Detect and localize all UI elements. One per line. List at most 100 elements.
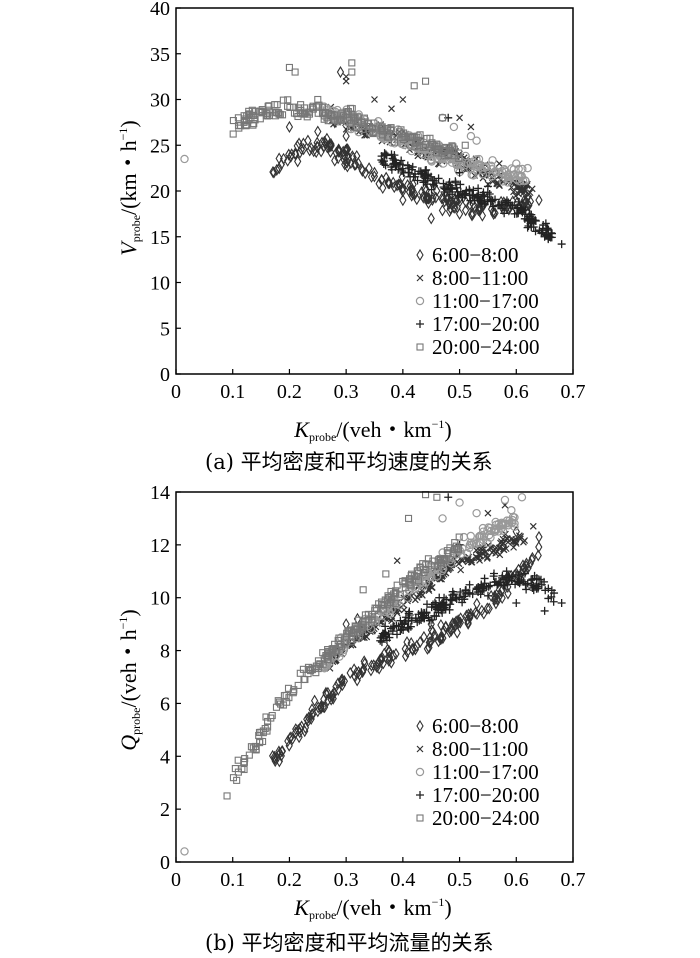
data-point-s3 (456, 587, 465, 596)
data-point-s3 (531, 227, 540, 236)
data-point-s3 (480, 200, 489, 209)
data-point-s4 (280, 692, 288, 700)
data-point-s4 (286, 103, 294, 112)
legend-a: 6:00−8:008:00−11:0011:00−17:0017:00−20:0… (415, 243, 540, 359)
data-point-s3 (465, 589, 474, 598)
data-point-s3 (514, 571, 523, 580)
data-point-s3 (381, 161, 390, 170)
data-point-s3 (397, 156, 406, 165)
data-point-s0 (350, 663, 358, 676)
data-point-s3 (520, 569, 529, 578)
data-point-s3 (398, 164, 407, 173)
data-point-s4 (229, 130, 237, 138)
data-point-s0 (351, 158, 359, 171)
data-point-s3 (478, 586, 487, 595)
data-point-s0 (304, 714, 313, 727)
data-point-s2 (491, 524, 501, 534)
data-point-s0 (324, 694, 332, 707)
data-point-s4 (304, 665, 312, 674)
data-point-s3 (466, 196, 475, 205)
data-point-s3 (400, 620, 409, 629)
data-point-s3 (451, 177, 460, 186)
data-point-s0 (365, 162, 373, 175)
data-point-s0 (340, 150, 348, 163)
data-point-s4 (404, 514, 413, 522)
data-point-s0 (445, 197, 454, 210)
y-tick-label: 12 (150, 535, 170, 557)
data-point-s0 (438, 204, 447, 217)
data-point-s1 (371, 96, 378, 103)
data-point-s0 (354, 156, 362, 170)
data-point-s4 (241, 755, 249, 763)
data-point-s3 (512, 599, 521, 607)
data-point-s3 (379, 634, 388, 643)
data-point-s3 (422, 608, 431, 617)
data-point-s4 (449, 143, 457, 151)
data-point-s0 (383, 643, 392, 656)
data-point-s3 (404, 168, 413, 177)
data-point-s1 (456, 114, 463, 122)
data-point-s2 (504, 172, 513, 182)
data-point-s1 (512, 538, 520, 546)
data-point-s3 (440, 603, 449, 612)
data-point-s3 (472, 192, 481, 201)
data-point-s0 (307, 142, 315, 155)
data-point-s3 (392, 159, 401, 168)
data-point-s3 (547, 592, 556, 601)
y-tick-label: 25 (150, 135, 170, 157)
y-tick-label: 10 (150, 273, 170, 295)
data-point-s1 (464, 558, 472, 566)
data-point-s4 (359, 586, 367, 594)
data-point-s0 (348, 150, 357, 163)
data-point-s1 (484, 553, 491, 561)
data-point-s3 (540, 606, 549, 615)
data-point-s0 (534, 549, 542, 562)
data-point-s0 (416, 636, 424, 649)
data-point-s4 (354, 117, 362, 125)
data-point-s0 (314, 125, 322, 138)
data-point-s4 (324, 655, 332, 664)
data-point-s3 (485, 190, 494, 198)
data-point-s3 (483, 182, 492, 191)
data-point-s4 (242, 117, 251, 125)
y-tick-label: 0 (160, 852, 170, 874)
data-point-s4 (327, 112, 335, 120)
x-axis-label-b: Kprobe/(veh・km−1) (293, 895, 451, 922)
data-point-s4 (391, 599, 399, 607)
data-point-s0 (401, 650, 410, 663)
data-point-s2 (478, 170, 487, 179)
data-point-s4 (411, 143, 419, 151)
data-point-s3 (429, 180, 438, 189)
data-point-s0 (498, 591, 506, 605)
data-point-s1 (464, 556, 472, 563)
data-point-s3 (446, 181, 455, 190)
data-point-s4 (336, 641, 344, 649)
data-point-s3 (404, 609, 413, 618)
data-point-s4 (421, 77, 430, 85)
data-point-s0 (293, 139, 301, 152)
data-point-s3 (535, 575, 544, 584)
data-point-s3 (377, 638, 386, 647)
data-point-s0 (489, 205, 497, 218)
data-point-s2 (449, 122, 459, 132)
y-tick-label: 6 (160, 693, 170, 715)
legend-marker (416, 745, 424, 753)
data-point-s1 (497, 539, 504, 547)
scatter-points-b (180, 491, 566, 856)
data-point-s0 (483, 602, 491, 615)
data-point-s3 (487, 195, 496, 204)
data-point-s1 (484, 509, 492, 517)
data-point-s2 (474, 154, 484, 164)
data-point-s4 (229, 774, 238, 782)
data-point-s4 (268, 711, 276, 720)
data-point-s3 (523, 223, 532, 232)
data-point-s0 (411, 188, 419, 201)
data-point-s0 (478, 604, 486, 617)
data-point-s4 (419, 143, 427, 151)
data-point-s2 (466, 131, 476, 141)
data-point-s0 (370, 166, 379, 179)
data-point-s0 (432, 191, 440, 204)
data-point-s0 (438, 192, 446, 205)
data-point-s1 (520, 186, 528, 193)
data-point-s2 (495, 168, 504, 177)
